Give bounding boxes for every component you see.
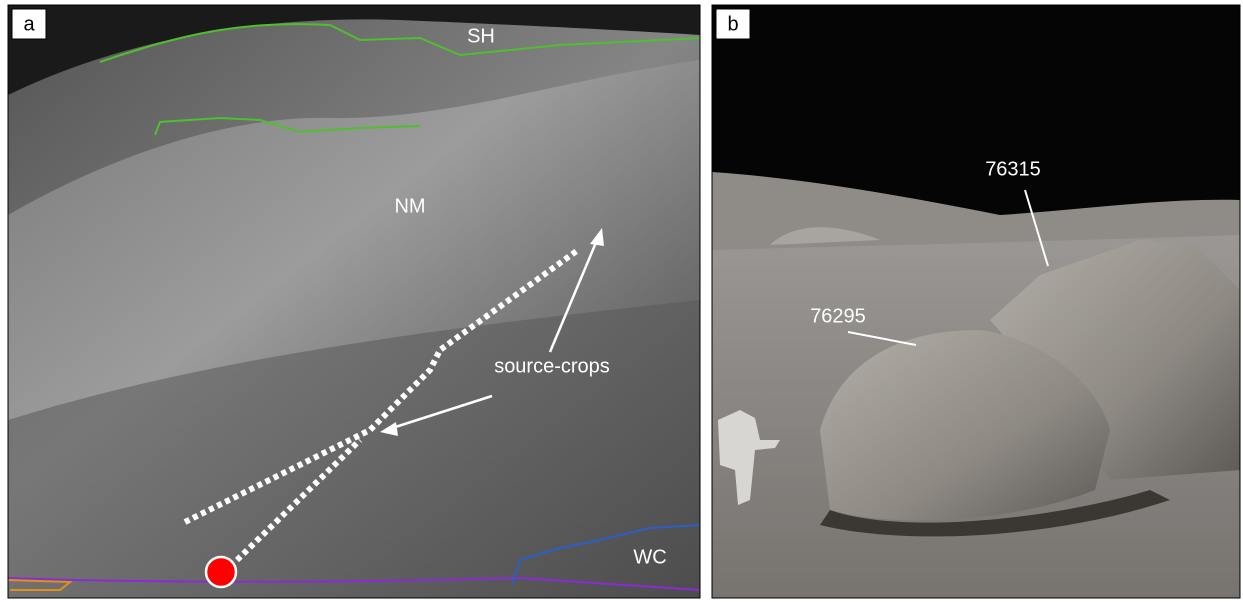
panel-b-image bbox=[712, 5, 1240, 598]
panel-label: a bbox=[23, 13, 35, 35]
panel-a-image bbox=[8, 5, 700, 598]
figure: a SH NM source-crops WC b 76315 76295 bbox=[0, 0, 1243, 602]
annotation: 76295 bbox=[810, 305, 866, 327]
annotation: WC bbox=[633, 546, 666, 568]
annotation: SH bbox=[467, 25, 495, 47]
annotation: NM bbox=[394, 195, 425, 217]
annotation: source-crops bbox=[494, 355, 610, 377]
annotation: 76315 bbox=[985, 158, 1041, 180]
panel-label: b bbox=[727, 13, 738, 35]
